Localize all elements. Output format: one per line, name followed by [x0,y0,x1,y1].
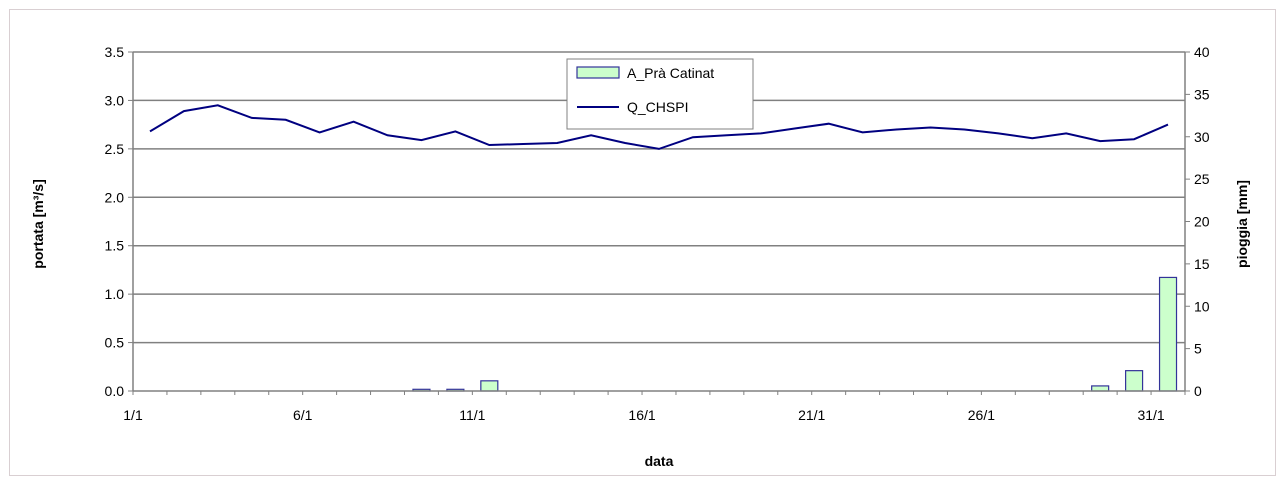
y-tick-label-left: 1.0 [105,286,125,302]
discharge-line [149,104,1169,150]
y-tick-label-left: 2.0 [105,189,125,205]
y-tick-label-right: 40 [1194,44,1210,60]
rain-bar [1125,370,1144,392]
y-axis-label-right: pioggia [mm] [1234,180,1250,268]
discharge-polyline [149,104,1169,150]
x-tick-label: 11/1 [459,407,485,423]
tick-labels: 0.0 0.5 1.0 1.5 2.0 2.5 3.0 3.5 0 5 10 15 20 25 30 35 40… [105,44,1210,423]
y-tick-label-left: 0.5 [105,335,125,351]
y-tick-label-right: 20 [1194,214,1210,230]
y-tick-label-right: 15 [1194,256,1210,272]
x-tick-label: 1/1 [123,407,143,423]
y-tick-label-right: 30 [1194,129,1210,145]
y-tick-label-left: 2.5 [105,141,125,157]
x-axis-label: data [645,453,674,469]
y-tick-label-left: 0.0 [105,383,125,399]
axes [128,51,1190,395]
legend: A_Prà Catinat Q_CHSPI [566,58,754,130]
y-tick-label-right: 0 [1194,383,1202,399]
x-tick-label: 31/1 [1137,407,1164,423]
legend-bar-swatch [576,66,620,79]
rainfall-bars [412,276,1178,392]
y-tick-label-left: 1.5 [105,238,125,254]
legend-bar-label: A_Prà Catinat [627,65,714,81]
x-tick-label: 21/1 [798,407,825,423]
rain-bar [1158,276,1178,392]
rain-bar [480,380,499,392]
y-tick-label-right: 25 [1194,171,1210,187]
rain-bar [1091,385,1110,392]
y-axis-label-left: portata [m³/s] [30,179,46,268]
y-tick-label-right: 5 [1194,341,1202,357]
x-tick-label: 26/1 [968,407,995,423]
y-tick-label-right: 10 [1194,298,1210,314]
x-tick-label: 16/1 [628,407,655,423]
y-tick-label-left: 3.5 [105,44,125,60]
y-tick-label-left: 3.0 [105,92,125,108]
y-tick-label-right: 35 [1194,86,1210,102]
legend-line-label: Q_CHSPI [627,99,688,115]
x-tick-label: 6/1 [293,407,313,423]
